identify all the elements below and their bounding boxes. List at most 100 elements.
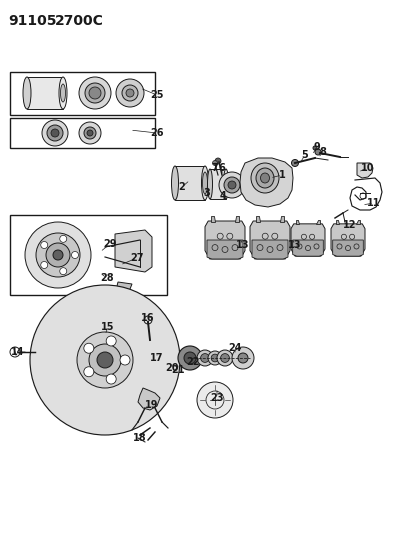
- Ellipse shape: [60, 84, 65, 102]
- Circle shape: [59, 268, 66, 274]
- Polygon shape: [235, 216, 238, 222]
- Circle shape: [291, 159, 298, 166]
- Text: 2700C: 2700C: [55, 14, 104, 28]
- Text: 13: 13: [236, 240, 249, 250]
- Bar: [27, 77, 63, 109]
- Ellipse shape: [59, 77, 67, 109]
- Circle shape: [220, 353, 229, 362]
- Text: 13: 13: [287, 240, 301, 250]
- Circle shape: [106, 374, 116, 384]
- Circle shape: [218, 172, 244, 198]
- Text: 29: 29: [103, 239, 116, 249]
- Circle shape: [314, 149, 320, 155]
- Text: 24: 24: [228, 343, 241, 353]
- Circle shape: [89, 87, 101, 99]
- Circle shape: [106, 336, 116, 346]
- Circle shape: [197, 382, 233, 418]
- Polygon shape: [279, 216, 283, 222]
- Polygon shape: [252, 240, 287, 259]
- Circle shape: [212, 160, 217, 166]
- Polygon shape: [255, 216, 259, 222]
- Text: 91105: 91105: [8, 14, 56, 28]
- Circle shape: [79, 77, 111, 109]
- Circle shape: [200, 353, 209, 362]
- Circle shape: [120, 355, 130, 365]
- Text: 9: 9: [313, 142, 320, 152]
- Polygon shape: [138, 388, 159, 410]
- Text: 18: 18: [133, 433, 147, 443]
- Text: 3: 3: [203, 188, 210, 198]
- Polygon shape: [240, 158, 292, 207]
- Bar: [10, 215, 166, 295]
- Circle shape: [207, 351, 221, 365]
- Text: 6: 6: [218, 163, 225, 173]
- Circle shape: [30, 285, 180, 435]
- Text: 5: 5: [301, 150, 308, 160]
- Circle shape: [89, 344, 121, 376]
- Circle shape: [84, 127, 96, 139]
- Ellipse shape: [171, 166, 178, 200]
- Circle shape: [97, 352, 113, 368]
- Ellipse shape: [255, 168, 273, 188]
- Ellipse shape: [250, 163, 278, 193]
- Text: 4: 4: [219, 191, 226, 201]
- Text: 19: 19: [145, 400, 158, 410]
- Circle shape: [126, 89, 134, 97]
- Circle shape: [228, 181, 235, 189]
- Circle shape: [40, 262, 47, 269]
- Text: 22: 22: [186, 357, 199, 367]
- Circle shape: [178, 346, 202, 370]
- Text: 25: 25: [150, 90, 164, 100]
- Bar: [10, 72, 154, 115]
- Circle shape: [214, 158, 221, 164]
- Text: 8: 8: [319, 147, 325, 157]
- Circle shape: [237, 353, 247, 363]
- Text: 20: 20: [165, 363, 178, 373]
- Text: 1: 1: [278, 170, 285, 180]
- Circle shape: [122, 85, 138, 101]
- Circle shape: [216, 350, 233, 366]
- Ellipse shape: [260, 173, 269, 183]
- Circle shape: [47, 125, 63, 141]
- Text: 27: 27: [130, 253, 143, 263]
- Circle shape: [312, 146, 316, 150]
- Ellipse shape: [207, 169, 212, 199]
- Circle shape: [85, 83, 105, 103]
- Circle shape: [46, 243, 70, 267]
- Polygon shape: [115, 230, 152, 272]
- Circle shape: [36, 233, 80, 277]
- Polygon shape: [332, 240, 363, 256]
- Bar: [10, 118, 154, 148]
- Ellipse shape: [223, 169, 228, 199]
- Circle shape: [42, 120, 68, 146]
- Text: 15: 15: [101, 322, 114, 332]
- Text: 21: 21: [171, 365, 184, 375]
- Ellipse shape: [23, 77, 31, 109]
- Circle shape: [51, 129, 59, 137]
- Polygon shape: [206, 240, 242, 259]
- Text: 23: 23: [210, 393, 223, 403]
- Circle shape: [87, 130, 93, 136]
- Circle shape: [211, 354, 218, 362]
- Text: 7: 7: [211, 163, 218, 173]
- Circle shape: [223, 177, 240, 193]
- Polygon shape: [211, 216, 214, 222]
- Circle shape: [40, 241, 47, 248]
- Text: 17: 17: [150, 353, 164, 363]
- Polygon shape: [290, 224, 324, 256]
- Text: 12: 12: [342, 220, 356, 230]
- Polygon shape: [316, 220, 319, 224]
- Text: 28: 28: [100, 273, 114, 283]
- Polygon shape: [116, 282, 132, 294]
- Polygon shape: [356, 163, 372, 178]
- Polygon shape: [356, 220, 359, 224]
- Polygon shape: [249, 221, 289, 259]
- Polygon shape: [295, 220, 299, 224]
- Circle shape: [116, 79, 144, 107]
- Circle shape: [71, 252, 78, 259]
- Ellipse shape: [202, 172, 207, 194]
- Circle shape: [79, 122, 101, 144]
- Text: 2: 2: [178, 182, 185, 192]
- Polygon shape: [330, 224, 364, 256]
- Text: 10: 10: [361, 163, 374, 173]
